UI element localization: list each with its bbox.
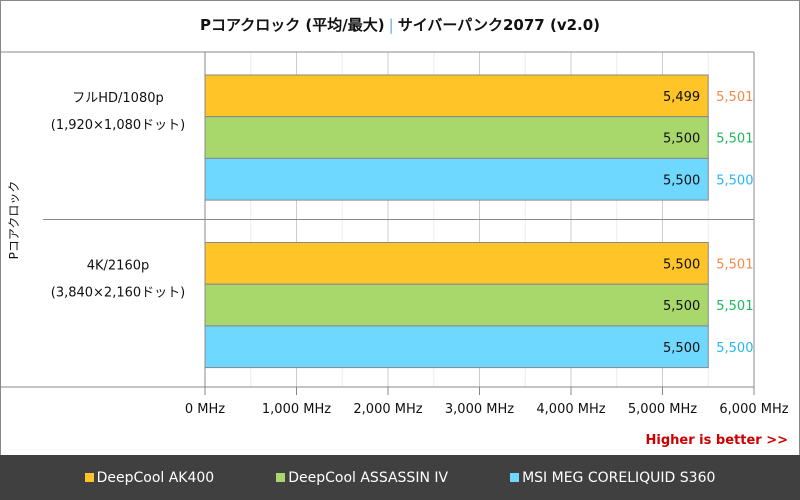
bar-value-label: 5,500 — [663, 299, 700, 314]
x-tick-label: 2,000 MHz — [353, 402, 422, 417]
legend-item: DeepCool ASSASSIN IV — [276, 470, 448, 486]
legend: DeepCool AK400 DeepCool ASSASSIN IV MSI ME… — [0, 455, 800, 500]
x-tick-label: 4,000 MHz — [536, 402, 605, 417]
title-separator: | — [388, 16, 394, 34]
legend-item: DeepCool AK400 — [84, 469, 215, 486]
bar-value-label: 5,499 — [663, 90, 700, 105]
legend-label: MSI MEG CORELIQUID S360 — [522, 469, 716, 486]
bar-chart: 0 MHz 1,000 MHz 2,000 MHz 3,000 MHz 4,000 MH… — [0, 51, 789, 448]
legend-item: MSI MEG CORELIQUID S360 — [510, 470, 715, 486]
legend-swatch — [510, 473, 520, 482]
bar-2 — [204, 325, 709, 369]
bar-max-label: 5,501 — [716, 257, 753, 272]
bar-1 — [204, 116, 709, 159]
category-sublabel: (3,840×2,160ドット) — [51, 285, 185, 300]
x-tick-label: 0 MHz — [185, 402, 225, 417]
legend-swatch — [84, 473, 94, 482]
category-label: フルHD/1080p — [72, 91, 164, 106]
legend-label: DeepCool ASSASSIN IV — [288, 469, 449, 486]
bar-value-label: 5,500 — [663, 341, 700, 356]
y-axis-title: Pコアクロック — [7, 181, 21, 260]
x-tick-label: 3,000 MHz — [445, 402, 514, 417]
title-main: Pコアクロック (平均/最大) — [199, 16, 385, 34]
bar-max-label: 5,500 — [716, 341, 753, 356]
bar-0 — [204, 242, 709, 285]
bar-value-label: 5,500 — [663, 257, 700, 272]
title-sub: サイバーパンク2077 (v2.0) — [397, 16, 601, 34]
x-tick-label: 5,000 MHz — [628, 402, 697, 417]
legend-swatch — [276, 473, 286, 482]
bar-max-label: 5,500 — [716, 173, 753, 188]
bar-0 — [204, 74, 709, 118]
higher-is-better-note: Higher is better >> — [646, 433, 788, 448]
x-tick-label: 1,000 MHz — [262, 402, 331, 417]
bar-max-label: 5,501 — [716, 299, 753, 314]
chart-title: Pコアクロック (平均/最大) | サイバーパンク2077 (v2.0) — [0, 14, 800, 35]
bar-max-label: 5,501 — [716, 132, 753, 147]
bar-1 — [204, 283, 709, 327]
category-sublabel: (1,920×1,080ドット) — [51, 118, 185, 133]
bar-value-label: 5,500 — [663, 173, 700, 188]
category-label: 4K/2160p — [87, 258, 150, 273]
bar-max-label: 5,501 — [716, 90, 753, 105]
bar-2 — [204, 157, 709, 201]
x-tick-label: 6,000 MHz — [719, 402, 788, 417]
legend-label: DeepCool AK400 — [96, 469, 215, 486]
bar-value-label: 5,500 — [663, 132, 700, 147]
